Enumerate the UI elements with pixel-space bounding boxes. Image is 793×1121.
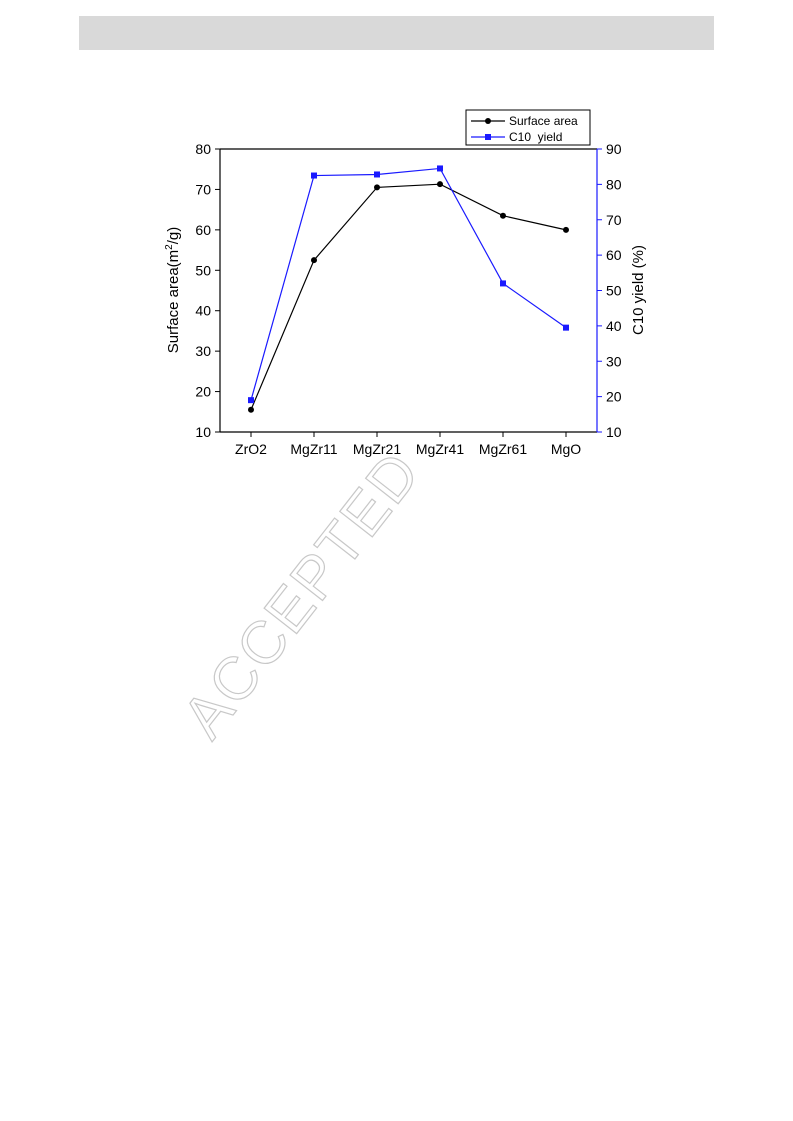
y-right-tick-label: 20 [606, 389, 622, 405]
legend-marker-c10-yield [485, 134, 491, 140]
y-right-tick-label: 40 [606, 318, 622, 334]
y-left-tick-label: 10 [195, 424, 211, 440]
y-axis-left-title: Surface area(m2/g) [164, 227, 182, 353]
data-point-surface-area [563, 226, 569, 233]
y-left-tick-label: 80 [195, 141, 211, 157]
y-left-tick-label: 30 [195, 343, 211, 359]
legend-marker-surface-area [485, 118, 491, 124]
x-tick-label: MgO [551, 441, 581, 457]
data-point-c10-yield [311, 172, 317, 179]
watermark: ACCEPTED [169, 439, 433, 750]
y-left-tick-label: 60 [195, 222, 211, 238]
legend-label-surface-area: Surface area [509, 114, 578, 128]
y-right-tick-label: 50 [606, 283, 622, 299]
x-tick-label: MgZr61 [479, 441, 527, 457]
data-point-c10-yield [563, 324, 569, 331]
data-point-c10-yield [437, 165, 443, 172]
y-right-tick-label: 60 [606, 247, 622, 263]
y-right-tick-label: 30 [606, 353, 622, 369]
data-point-c10-yield [500, 280, 506, 287]
y-axis-right-title: C10 yield (%) [630, 245, 647, 335]
data-point-surface-area [248, 406, 254, 413]
data-point-surface-area [437, 181, 443, 188]
series-line-surface-area [250, 183, 567, 410]
data-point-c10-yield [374, 171, 380, 178]
y-right-tick-label: 90 [606, 141, 622, 157]
data-point-surface-area [374, 184, 380, 191]
y-left-tick-label: 20 [195, 384, 211, 400]
data-point-c10-yield [248, 397, 254, 404]
series-line-c10-yield [250, 167, 567, 401]
y-right-tick-label: 70 [606, 212, 622, 228]
y-right-tick-label: 80 [606, 176, 622, 192]
y-left-tick-label: 70 [195, 181, 211, 197]
legend-label-c10-yield: C10 yield [509, 130, 562, 144]
x-tick-label: MgZr41 [416, 441, 464, 457]
y-left-tick-label: 50 [195, 262, 211, 278]
data-point-surface-area [311, 257, 317, 264]
y-left-tick-label: 40 [195, 303, 211, 319]
data-point-surface-area [500, 212, 506, 219]
x-tick-label: MgZr21 [353, 441, 401, 457]
x-tick-label: MgZr11 [290, 441, 337, 457]
x-tick-label: ZrO2 [235, 441, 267, 457]
header-bar [79, 16, 714, 50]
y-right-tick-label: 10 [606, 424, 622, 440]
legend: Surface area C10 yield [465, 109, 591, 146]
